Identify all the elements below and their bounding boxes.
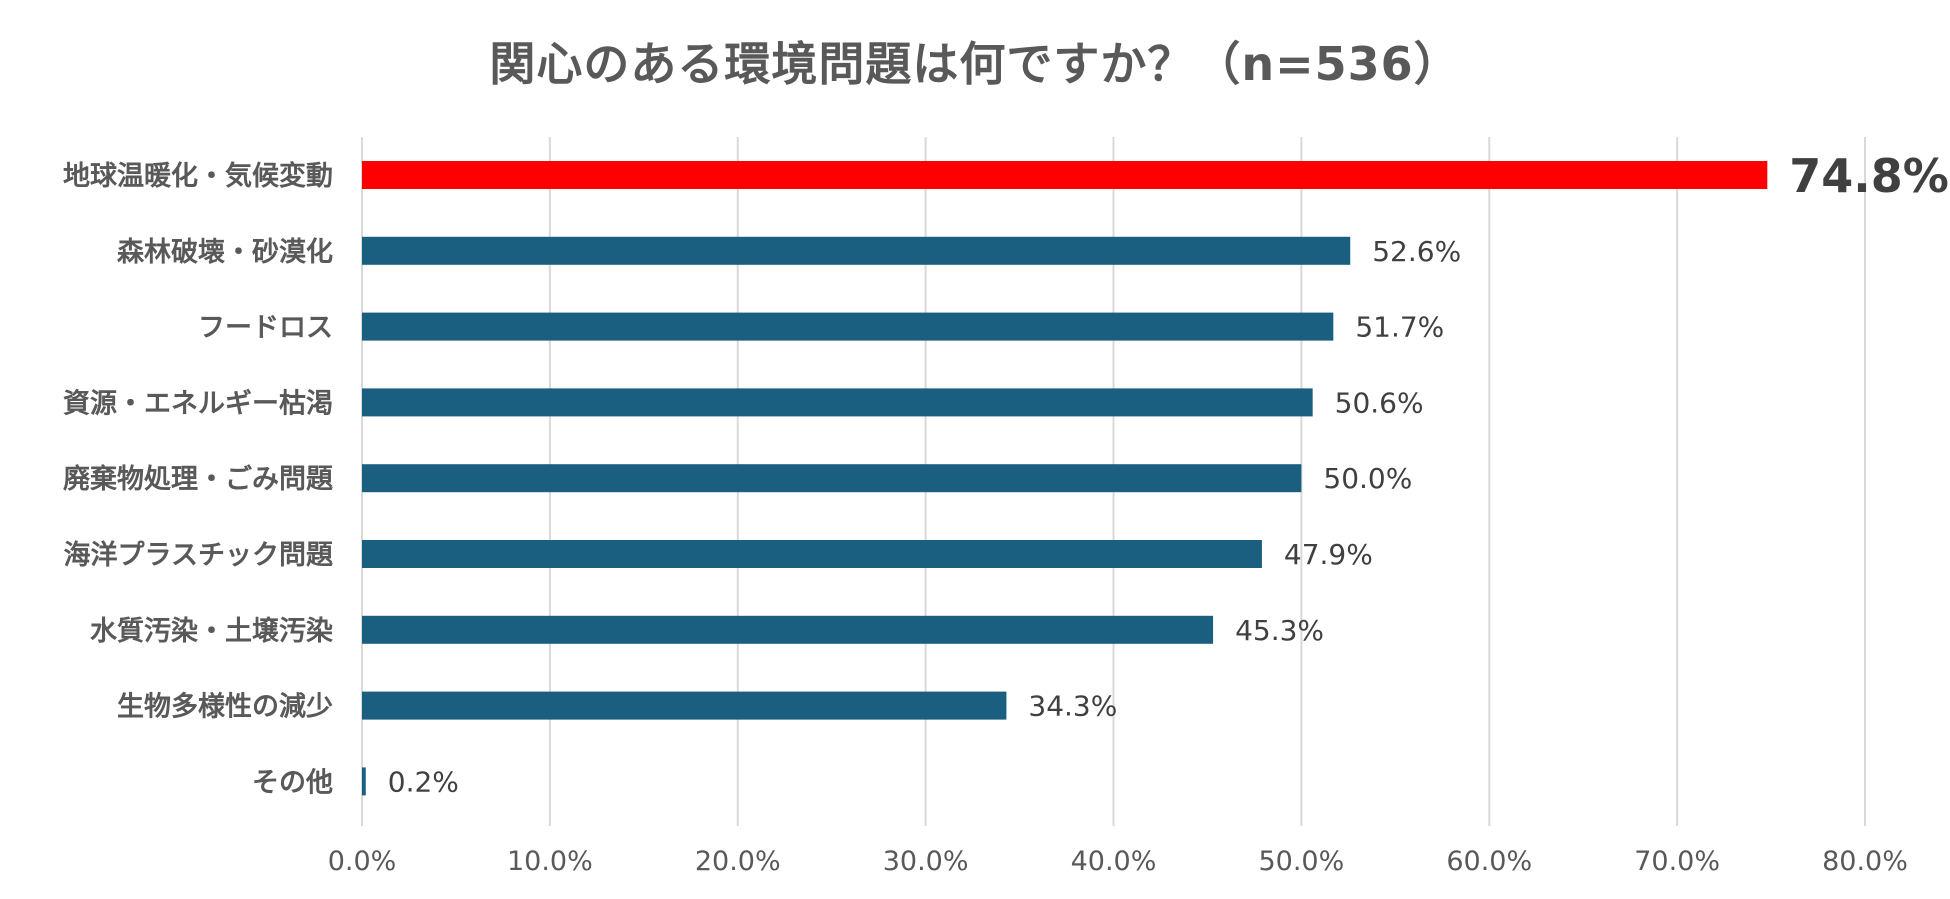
category-label: 水質汚染・土壌汚染 [90, 616, 333, 647]
x-tick-label: 70.0% [1634, 846, 1720, 877]
data-label: 52.6% [1372, 235, 1461, 268]
bar-highlight [362, 161, 1768, 189]
category-label: 廃棄物処理・ごみ問題 [63, 463, 334, 495]
x-axis-ticks: 0.0% 10.0% 20.0% 30.0% 40.0% 50.0% 60.0% 70.0% 8… [328, 846, 1908, 877]
data-label-highlight: 74.8% [1789, 149, 1949, 203]
data-label: 50.6% [1335, 386, 1424, 419]
bar [362, 236, 1351, 265]
category-label: フードロス [198, 313, 333, 344]
x-tick-label: 30.0% [883, 846, 969, 877]
x-tick-label: 60.0% [1446, 846, 1532, 877]
chart-title: 関心のある環境問題は何ですか？（n=536） [489, 37, 1461, 91]
data-label: 50.0% [1323, 462, 1412, 495]
bars [362, 161, 1768, 796]
category-label: 資源・エネルギー枯渇 [63, 388, 333, 419]
bar [362, 388, 1313, 417]
bar [362, 540, 1262, 568]
x-tick-label: 50.0% [1258, 846, 1344, 877]
data-label: 34.3% [1028, 690, 1117, 723]
x-tick-label: 0.0% [328, 846, 397, 877]
x-tick-label: 20.0% [695, 846, 781, 877]
category-label: 生物多様性の減少 [117, 692, 333, 723]
x-tick-label: 80.0% [1822, 846, 1908, 877]
category-labels: 地球温暖化・気候変動森林破壊・砂漠化フードロス資源・エネルギー枯渇廃棄物処理・ご… [63, 160, 334, 798]
category-label: 地球温暖化・気候変動 [63, 160, 333, 192]
bar [362, 691, 1007, 720]
x-tick-label: 10.0% [507, 846, 593, 877]
data-labels: 74.8% 52.6% 51.7% 50.6% 50.0% 47.9% 45.3% 34.3%… [388, 149, 1949, 798]
bar [362, 615, 1214, 644]
category-label: 海洋プラスチック問題 [64, 539, 334, 571]
data-label: 51.7% [1355, 311, 1444, 344]
bar [362, 464, 1302, 493]
category-label: その他 [252, 767, 333, 798]
x-tick-label: 40.0% [1071, 846, 1157, 877]
bar [362, 767, 366, 796]
bar [362, 312, 1334, 341]
data-label: 0.2% [388, 765, 459, 798]
data-label: 47.9% [1284, 538, 1373, 571]
category-label: 森林破壊・砂漠化 [117, 237, 333, 268]
data-label: 45.3% [1235, 614, 1324, 647]
